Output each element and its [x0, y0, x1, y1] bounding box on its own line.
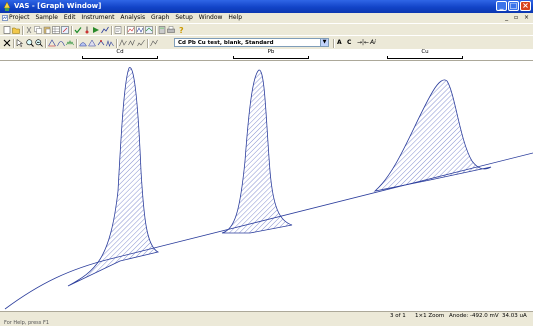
menu-help[interactable]: Help	[228, 14, 243, 21]
multi-peak-icon[interactable]	[106, 39, 114, 47]
menu-window[interactable]: Window	[198, 14, 223, 21]
status-current: 34.03 uA	[502, 313, 527, 319]
dataset-select-value: Cd Pb Cu test, blank, Standard	[178, 40, 274, 46]
close-button[interactable]: ×	[520, 1, 531, 11]
peak-area-pb	[221, 69, 293, 234]
cut-icon[interactable]	[25, 26, 33, 34]
trace-a-icon[interactable]	[119, 39, 127, 47]
analyze-icon[interactable]	[101, 26, 109, 34]
report-icon[interactable]	[114, 26, 122, 34]
window-title: VAS - [Graph Window]	[14, 2, 102, 10]
overlay-icon[interactable]	[136, 26, 144, 34]
peak-label-cd: Cd	[116, 49, 124, 55]
standard-toolbar: ?	[0, 23, 533, 36]
status-anode-label: Anode:	[449, 313, 469, 319]
trace-b-icon[interactable]	[128, 39, 136, 47]
menu-analysis[interactable]: Analysis	[120, 14, 146, 21]
status-zoom: 1×1 Zoom	[415, 313, 445, 319]
compare-icon[interactable]	[145, 26, 153, 34]
menu-project[interactable]: Project	[9, 14, 30, 21]
copy-icon[interactable]	[34, 26, 42, 34]
menu-sample[interactable]: Sample	[35, 14, 58, 21]
menu-edit[interactable]: Edit	[63, 14, 76, 21]
menu-instrument[interactable]: Instrument	[81, 14, 115, 21]
peak-label-pb: Pb	[267, 49, 275, 55]
zoom-in-icon[interactable]	[26, 39, 34, 47]
graph-icon[interactable]	[127, 26, 135, 34]
fill-icon[interactable]	[88, 39, 96, 47]
app-icon	[3, 2, 11, 11]
menu-items: Project Sample Edit Instrument Analysis …	[9, 13, 246, 23]
svg-text:?: ?	[179, 26, 184, 34]
calculator-icon[interactable]	[158, 26, 166, 34]
baseline-icon[interactable]	[48, 39, 56, 47]
document-icon	[2, 15, 8, 21]
close-graph-icon[interactable]	[3, 39, 11, 47]
dataset-select[interactable]: Cd Pb Cu test, blank, Standard ▼	[174, 38, 329, 47]
zoom-out-icon[interactable]	[35, 39, 43, 47]
table-icon[interactable]	[52, 26, 60, 34]
sym-icon[interactable]: Ai	[370, 39, 376, 46]
chevron-down-icon[interactable]: ▼	[320, 39, 328, 46]
mdi-controls[interactable]: _ ▫ ×	[505, 14, 531, 21]
peak-label-bar: Cd Pb Cu	[0, 49, 533, 61]
grid-edit-icon[interactable]	[61, 26, 69, 34]
graph-toolbar: Cd Pb Cu test, blank, Standard ▼ A C →|←…	[0, 35, 533, 50]
status-help-text: For Help, press F1	[4, 320, 50, 326]
run-icon[interactable]	[92, 26, 100, 34]
maximize-button[interactable]: □	[508, 1, 519, 11]
paste-icon[interactable]	[43, 26, 51, 34]
menu-graph[interactable]: Graph	[151, 14, 170, 21]
peak-range-pb	[233, 56, 309, 59]
label-a-button[interactable]: A	[337, 39, 342, 46]
check-icon[interactable]	[74, 26, 82, 34]
minimize-button[interactable]: _	[496, 1, 507, 11]
arrows-icon[interactable]: →|←	[357, 39, 370, 46]
print-icon[interactable]	[167, 26, 175, 34]
peak-label-cu: Cu	[421, 49, 429, 55]
peak-area-cd	[67, 67, 160, 287]
status-bar: 3 of 1 1×1 Zoom Anode: -492.0 mV 34.03 u…	[0, 311, 533, 326]
electrode-icon[interactable]	[83, 26, 91, 34]
smooth-icon[interactable]	[66, 39, 74, 47]
peak-range-cd	[82, 56, 158, 59]
integrate-icon[interactable]	[79, 39, 87, 47]
marker-icon[interactable]	[97, 39, 105, 47]
open-folder-icon[interactable]	[12, 26, 20, 34]
trace-c-icon[interactable]	[137, 39, 145, 47]
new-icon[interactable]	[3, 26, 11, 34]
status-anode-value: -492.0 mV	[470, 313, 499, 319]
help-icon[interactable]: ?	[177, 26, 185, 34]
status-page: 3 of 1	[390, 313, 406, 319]
peak-area-cu	[373, 79, 492, 192]
title-bar[interactable]: VAS - [Graph Window] _ □ ×	[0, 0, 533, 13]
voltammogram-plot[interactable]	[0, 61, 533, 311]
menu-setup[interactable]: Setup	[175, 14, 193, 21]
peak-range-cu	[387, 56, 463, 59]
peak-icon[interactable]	[57, 39, 65, 47]
trace-d-icon[interactable]	[150, 39, 158, 47]
cursor-icon[interactable]	[16, 39, 24, 47]
menu-bar: Project Sample Edit Instrument Analysis …	[0, 13, 533, 23]
label-c-button[interactable]: C	[347, 39, 352, 46]
